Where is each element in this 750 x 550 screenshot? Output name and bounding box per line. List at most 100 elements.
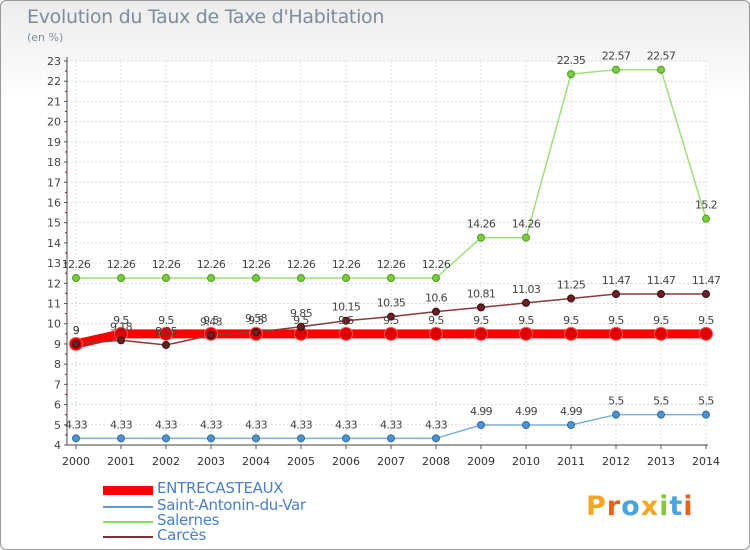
y-tick-label: 6 [54, 399, 61, 412]
legend-swatch [103, 506, 153, 508]
x-tick-label: 2004 [242, 455, 270, 468]
data-label: 14.26 [512, 218, 541, 231]
data-label: 11.47 [647, 274, 676, 287]
data-point [429, 326, 443, 341]
data-label: 8.95 [155, 325, 178, 338]
data-point [567, 294, 575, 303]
data-label: 9.5 [473, 314, 489, 327]
data-point [654, 326, 668, 341]
data-label: 4.33 [200, 418, 223, 431]
data-point [477, 303, 485, 312]
x-tick-label: 2000 [62, 455, 90, 468]
chart-title: Evolution du Taux de Taxe d'Habitation [27, 6, 385, 28]
x-tick-label: 2001 [107, 455, 135, 468]
legend-label: ENTRECASTEAUX [157, 479, 284, 497]
data-label: 9.5 [158, 314, 174, 327]
data-label: 5.5 [653, 395, 669, 408]
x-tick-label: 2008 [422, 455, 450, 468]
data-point [162, 434, 170, 443]
data-label: 4.99 [470, 405, 493, 418]
x-tick-label: 2012 [602, 455, 630, 468]
data-label: 5.5 [698, 395, 714, 408]
data-label: 22.57 [602, 50, 631, 63]
data-label: 4.33 [110, 418, 133, 431]
y-tick-label: 4 [54, 439, 61, 452]
data-label: 9.5 [293, 314, 309, 327]
data-label: 10.81 [467, 287, 496, 300]
data-label: 9.58 [245, 312, 268, 325]
data-label: 12.26 [422, 258, 451, 271]
x-tick-label: 2009 [467, 455, 495, 468]
y-tick-label: 13 [47, 257, 61, 270]
data-point [162, 274, 170, 283]
data-point [519, 326, 533, 341]
y-tick-label: 18 [47, 156, 61, 169]
data-label: 10.15 [332, 301, 361, 314]
data-label: 12.26 [377, 258, 406, 271]
data-point [699, 326, 713, 341]
data-point [609, 326, 623, 341]
legend-label: Salernes [157, 511, 220, 529]
data-point [474, 326, 488, 341]
data-label: 4.33 [335, 418, 358, 431]
logo-letter: r [606, 491, 622, 522]
y-tick-label: 16 [47, 196, 61, 209]
data-label: 12.26 [242, 258, 271, 271]
data-label: 12.26 [197, 258, 226, 271]
logo-letter: P [586, 491, 607, 522]
data-label: 5.5 [608, 395, 624, 408]
data-label: 4.33 [290, 418, 313, 431]
data-point [432, 307, 440, 316]
y-tick-label: 11 [47, 298, 61, 311]
legend-swatch [103, 536, 153, 538]
data-point [342, 316, 350, 325]
y-tick-label: 14 [47, 237, 61, 250]
y-tick-label: 23 [47, 55, 61, 68]
y-tick-label: 20 [47, 116, 61, 129]
data-label: 9.5 [518, 314, 534, 327]
data-point [207, 331, 215, 340]
data-point [567, 70, 575, 79]
data-point [432, 274, 440, 283]
data-point [252, 434, 260, 443]
data-label: 22.57 [647, 50, 676, 63]
data-label: 9.5 [653, 314, 669, 327]
data-point [342, 434, 350, 443]
data-label: 9.43 [200, 315, 223, 328]
data-label: 9.5 [608, 314, 624, 327]
data-point [657, 290, 665, 299]
x-tick-label: 2013 [647, 455, 675, 468]
data-label: 9.5 [338, 314, 354, 327]
legend-swatch [103, 521, 153, 523]
x-tick-label: 2003 [197, 455, 225, 468]
data-label: 9.5 [113, 314, 129, 327]
x-tick-label: 2014 [692, 455, 720, 468]
data-point [657, 65, 665, 74]
data-label: 9.5 [248, 314, 264, 327]
data-label: 11.25 [557, 278, 586, 291]
data-point [432, 434, 440, 443]
logo-letter: t [669, 491, 684, 522]
logo-letter: i [659, 491, 670, 522]
data-point [252, 274, 260, 283]
y-tick-label: 7 [54, 378, 61, 391]
data-label: 12.26 [152, 258, 181, 271]
data-point [339, 326, 353, 341]
logo-letter: i [683, 491, 694, 522]
data-point [342, 274, 350, 283]
data-point [117, 336, 125, 345]
data-point [612, 290, 620, 299]
data-point [477, 233, 485, 242]
x-tick-label: 2006 [332, 455, 360, 468]
y-tick-label: 10 [47, 318, 61, 331]
data-point [117, 434, 125, 443]
data-label: 9.5 [698, 314, 714, 327]
unit-label: (en %) [27, 31, 64, 44]
data-label: 9.18 [110, 320, 133, 333]
data-label: 11.03 [512, 283, 541, 296]
plot-area [67, 61, 708, 445]
data-label: 11.47 [602, 274, 631, 287]
data-point [387, 274, 395, 283]
data-label: 9.5 [203, 314, 219, 327]
data-label: 14.26 [467, 218, 496, 231]
